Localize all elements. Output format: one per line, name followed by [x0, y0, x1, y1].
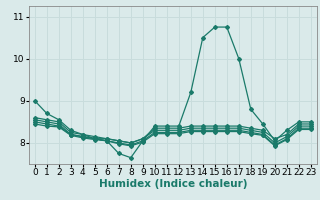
X-axis label: Humidex (Indice chaleur): Humidex (Indice chaleur) — [99, 179, 247, 189]
